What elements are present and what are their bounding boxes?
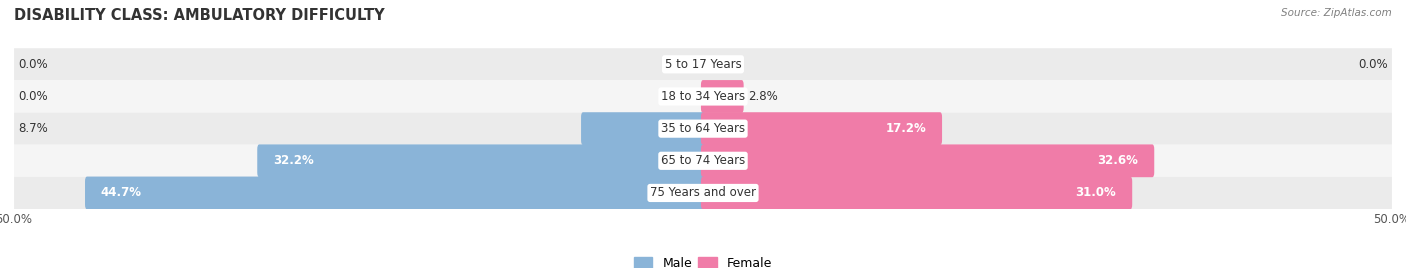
Text: Source: ZipAtlas.com: Source: ZipAtlas.com <box>1281 8 1392 18</box>
FancyBboxPatch shape <box>14 80 1392 113</box>
FancyBboxPatch shape <box>84 177 704 209</box>
FancyBboxPatch shape <box>14 113 1392 145</box>
Text: 18 to 34 Years: 18 to 34 Years <box>661 90 745 103</box>
Text: 44.7%: 44.7% <box>101 187 142 199</box>
FancyBboxPatch shape <box>14 177 1392 209</box>
Text: 31.0%: 31.0% <box>1076 187 1116 199</box>
Text: 0.0%: 0.0% <box>18 90 48 103</box>
Text: 0.0%: 0.0% <box>18 58 48 71</box>
FancyBboxPatch shape <box>702 80 744 113</box>
Legend: Male, Female: Male, Female <box>628 252 778 268</box>
FancyBboxPatch shape <box>257 144 704 177</box>
Text: 35 to 64 Years: 35 to 64 Years <box>661 122 745 135</box>
Text: 8.7%: 8.7% <box>18 122 48 135</box>
Text: 5 to 17 Years: 5 to 17 Years <box>665 58 741 71</box>
Text: 32.2%: 32.2% <box>273 154 314 167</box>
Text: 75 Years and over: 75 Years and over <box>650 187 756 199</box>
FancyBboxPatch shape <box>14 48 1392 80</box>
FancyBboxPatch shape <box>702 112 942 145</box>
Text: 0.0%: 0.0% <box>1358 58 1388 71</box>
Text: 2.8%: 2.8% <box>748 90 778 103</box>
Text: 17.2%: 17.2% <box>886 122 927 135</box>
FancyBboxPatch shape <box>702 144 1154 177</box>
FancyBboxPatch shape <box>581 112 704 145</box>
FancyBboxPatch shape <box>14 145 1392 177</box>
Text: 32.6%: 32.6% <box>1098 154 1139 167</box>
FancyBboxPatch shape <box>702 177 1132 209</box>
Text: DISABILITY CLASS: AMBULATORY DIFFICULTY: DISABILITY CLASS: AMBULATORY DIFFICULTY <box>14 8 385 23</box>
Text: 65 to 74 Years: 65 to 74 Years <box>661 154 745 167</box>
